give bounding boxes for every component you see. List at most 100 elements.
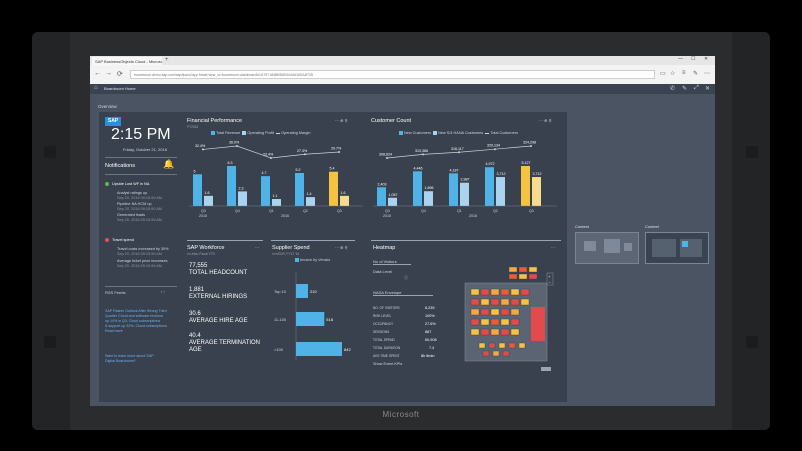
show-event-kpis-link[interactable]: Show Event KPIs [373, 362, 403, 366]
customer-menu-icon[interactable]: ⋯ ⊕ ⚲ [539, 118, 552, 123]
pager-icons[interactable]: ‹ › [161, 290, 165, 294]
edit-icon[interactable]: ✎ [682, 86, 688, 92]
feed-link[interactable]: Quarter Cloud and software revenue [105, 314, 164, 318]
notification-item[interactable]: Travel costs increased by 30% [117, 247, 169, 251]
heat-cell [480, 308, 490, 316]
hub-icon[interactable]: ≡ [682, 70, 686, 76]
notification-group-title[interactable]: Upside Lost WF in NA [112, 182, 150, 186]
legend-swatch [295, 258, 299, 262]
forward-button[interactable]: → [105, 70, 112, 77]
heatmap-filter-level[interactable]: Data Level [373, 269, 393, 274]
notes-icon[interactable]: ✎ [693, 71, 699, 77]
data-label: 5,127 [522, 161, 531, 165]
heatmap-menu-icon[interactable]: ⋯ [551, 245, 555, 250]
heat-cell [520, 298, 530, 306]
line-point [458, 151, 460, 154]
browser-tab[interactable]: SAP BusinessObjects Cloud - Microsoft Ed… [92, 57, 162, 65]
tick-label: Q3 [337, 209, 342, 213]
expand-icon[interactable]: ⤢ [694, 85, 699, 91]
notification-time: Sep 20, 2016 09:15:50 AM [117, 252, 162, 256]
close-icon[interactable]: ✕ [705, 86, 711, 92]
new-tab-button[interactable]: + [165, 57, 169, 63]
heatmap-filter-visitors[interactable]: No of Visitors [373, 259, 411, 265]
kpi-label: EXTERNAL HIRINGS [189, 294, 248, 300]
supplier-menu-icon[interactable]: ⋯ ⊕ ⚲ [335, 245, 348, 250]
bar-new-s-4-hana-customers [424, 191, 433, 206]
context-thumbnail[interactable] [645, 232, 709, 264]
tick-label: Q1 [457, 209, 462, 213]
data-label: 4,446 [414, 166, 423, 170]
feed-link[interactable]: up 14% in Q3; Cloud subscriptions [105, 319, 161, 323]
refresh-button[interactable]: ⟳ [117, 71, 123, 78]
maximize-button[interactable]: ☐ [691, 56, 696, 62]
data-label: 842 [344, 347, 351, 352]
divider [187, 240, 263, 241]
financial-menu-icon[interactable]: ⋯ ⊕ ⚲ [335, 118, 348, 123]
workforce-subtitle: in Units; Fiscal YTD [187, 252, 215, 256]
notification-item[interactable]: Generated leads [117, 213, 146, 217]
more-icon[interactable]: ⋯ [704, 71, 710, 77]
overview-panel: SAP 2:15 PM Friday, October 21, 2016 Not… [99, 112, 567, 402]
notification-item[interactable]: Analyst ratings up [117, 191, 148, 195]
context-thumbnail[interactable] [575, 232, 639, 264]
heatmap-filter-envelope[interactable]: NASA Envelope [373, 290, 433, 296]
heat-cell [490, 288, 500, 296]
zoom-in-icon[interactable]: + [548, 274, 551, 279]
feed-read-more[interactable]: Read more [105, 329, 123, 333]
thumbnail-label: Context [645, 224, 659, 229]
address-bar[interactable]: boardroom.demo.sap.com/sap/fpa/ui/app.ht… [130, 70, 655, 79]
phone-icon[interactable]: ✆ [670, 86, 676, 92]
zoom-out-icon[interactable]: − [549, 280, 552, 285]
heatmap-row-label: RISK LEVEL [373, 314, 392, 318]
divider [105, 286, 177, 287]
home-icon[interactable]: ⌂ [94, 85, 98, 91]
line-label: 23.4% [263, 153, 274, 157]
heat-cell [470, 318, 480, 326]
heat-cell [518, 342, 526, 349]
minimize-button[interactable]: — [678, 56, 683, 62]
clock-time: 2:15 PM [111, 126, 171, 143]
legend-label: Invoice by Vendor [300, 258, 331, 262]
bell-icon[interactable]: 🔔 [163, 159, 175, 169]
heat-cell [490, 318, 500, 326]
reading-view-icon[interactable]: ▭ [660, 71, 666, 77]
tick-label: Q4 [421, 209, 426, 213]
heatmap-row-label: AVG TIME SPENT [373, 354, 400, 358]
legend-swatch [211, 131, 215, 135]
line-point [202, 148, 204, 151]
heat-zone-hot[interactable] [531, 307, 545, 341]
browser-chrome: SAP BusinessObjects Cloud - Microsoft Ed… [90, 56, 715, 84]
heatmap-row-value: 8,239 [425, 306, 435, 310]
heat-cell [490, 328, 500, 336]
divider [271, 240, 355, 241]
tick-label: Q1 [269, 209, 274, 213]
notification-group-title[interactable]: Travel spend [112, 238, 134, 242]
floorplan-heatmap[interactable]: + − [459, 257, 563, 375]
workforce-menu-icon[interactable]: ⋯ [255, 245, 259, 250]
bar-new-customers [521, 166, 530, 206]
notification-item[interactable]: Average ticket price increases [117, 259, 168, 263]
feed-link[interactable]: & support up 32%; Cloud subscriptions [105, 324, 167, 328]
thumb-shape [584, 241, 596, 251]
thumbnail-preview [584, 239, 632, 253]
data-label: 4,187 [450, 168, 459, 172]
close-window-button[interactable]: ✕ [704, 56, 709, 62]
feed-link[interactable]: Digital Boardroom? [105, 359, 136, 363]
line-label: 316,117 [451, 147, 464, 151]
heatmap-row-value: 100% [425, 314, 435, 318]
device-brand: Microsoft [382, 410, 420, 419]
feed-link[interactable]: Want to learn more about SAP [105, 354, 154, 358]
shell-title[interactable]: Boardroom Home [104, 86, 136, 91]
data-label: 1.6 [341, 191, 346, 195]
back-button[interactable]: ← [94, 70, 101, 77]
notification-item[interactable]: Pipeline NA HCM up [117, 202, 152, 206]
info-icon[interactable]: ⓘ [404, 275, 408, 280]
favorite-star-icon[interactable]: ☆ [670, 71, 676, 77]
heat-cell [500, 298, 510, 306]
heat-cell [488, 342, 496, 349]
zoom-control[interactable] [546, 272, 554, 286]
data-label: 2,403 [378, 182, 387, 186]
tick-label: >100 [274, 347, 284, 352]
heat-cell [518, 273, 528, 280]
feed-link[interactable]: SAP Raises Outlook After Strong Third [105, 309, 167, 313]
